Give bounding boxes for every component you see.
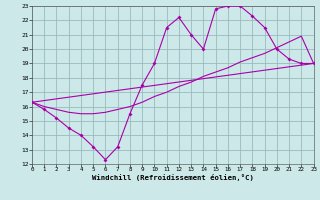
X-axis label: Windchill (Refroidissement éolien,°C): Windchill (Refroidissement éolien,°C): [92, 174, 254, 181]
